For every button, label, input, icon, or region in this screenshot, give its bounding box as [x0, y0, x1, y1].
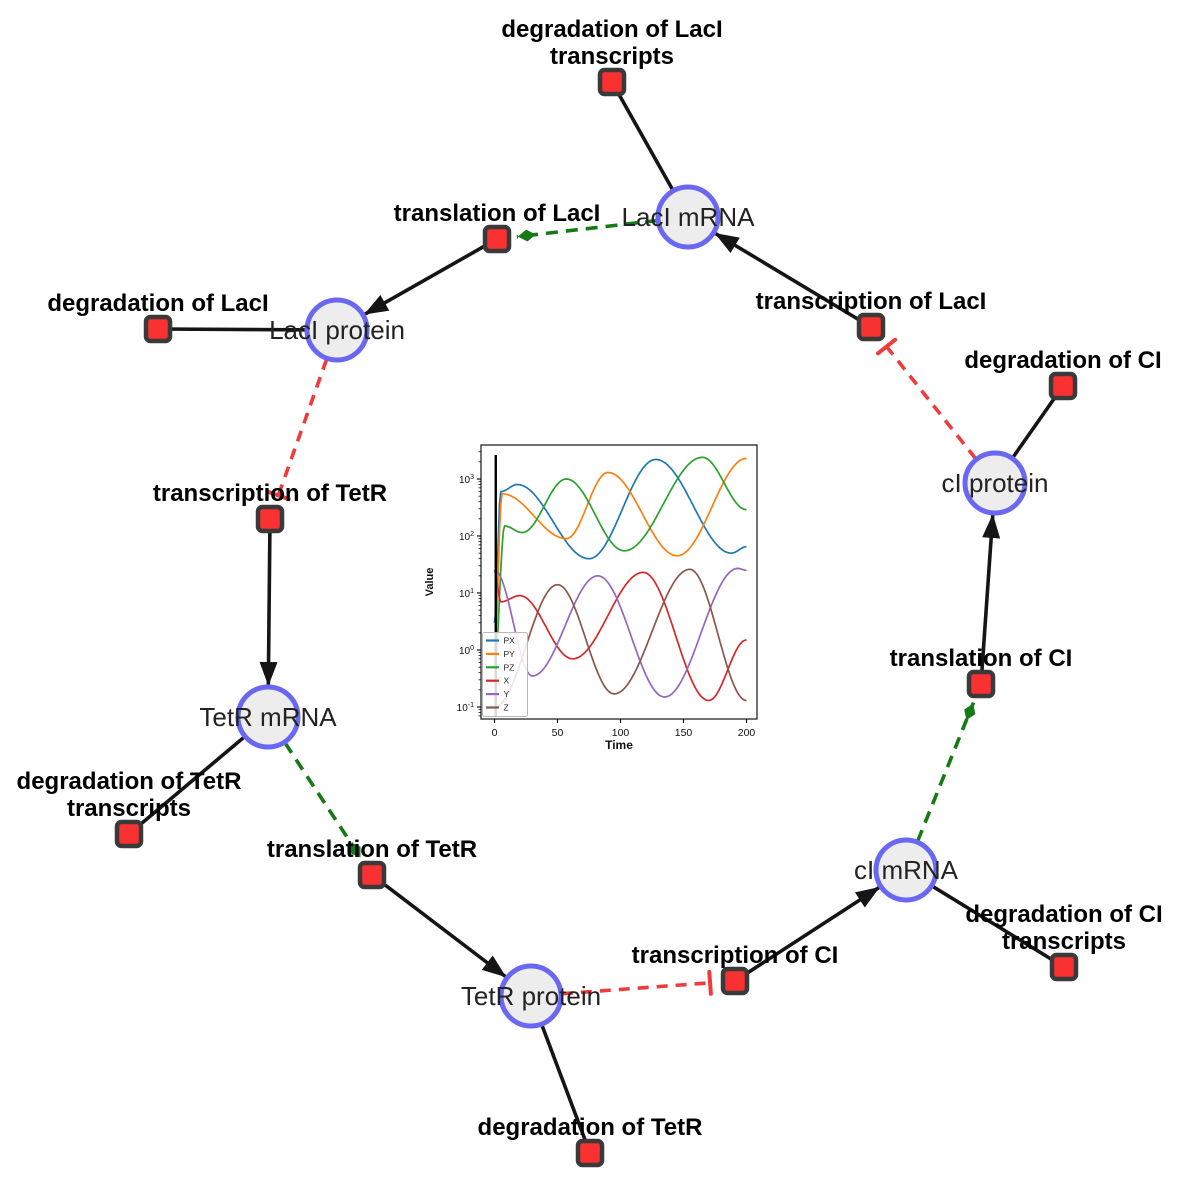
edge-inhibition-ci_prot-to-tr_laci [875, 337, 978, 460]
edge-modifier-ci_mrna-to-tl_ci [915, 701, 976, 842]
reaction-node-deg_ci [1048, 371, 1078, 401]
chart-ytick-label: 10-1 [457, 702, 474, 714]
chart-legend-label: PX [504, 636, 516, 646]
chart-xtick-label: 100 [612, 727, 630, 739]
edges-layer [127, 81, 1065, 1154]
chart-ytick-label: 103 [459, 474, 474, 486]
chart-legend: PX PY PZ XYZ [482, 632, 528, 717]
reaction-label-tr_tetr: transcription of TetR [153, 480, 387, 507]
reaction-label-deg_ci: degradation of CI [964, 347, 1161, 374]
reaction-label-deg_tetr: degradation of TetR [478, 1114, 703, 1141]
chart-legend-label: X [504, 676, 510, 686]
species-label-ci_mrna: cI mRNA [854, 855, 959, 885]
edge-arrow-tr_laci-to-laci_mrna [714, 231, 872, 329]
nodes-layer [114, 67, 1079, 1168]
species-node-ci_prot [962, 450, 1028, 516]
chart-legend-label: Y [504, 689, 510, 699]
chart-xaxis-title: Time [605, 738, 633, 752]
edge-arrow-tr_tetr-to-tetr_mrna [259, 518, 278, 687]
chart-ytick-label: 100 [459, 645, 474, 657]
species-label-laci_prot: LacI protein [269, 315, 405, 345]
edge-arrow-tl_tetr-to-tetr_prot [370, 873, 507, 979]
reaction-node-deg_laci [143, 314, 173, 344]
species-node-tetr_mrna [235, 684, 301, 750]
chart-legend-label: PZ [504, 662, 515, 672]
chart-xtick-label: 0 [492, 727, 498, 739]
reaction-node-tr_tetr [255, 504, 285, 534]
chart-xtick-label: 150 [675, 727, 693, 739]
reaction-label-tl_ci: translation of CI [890, 645, 1073, 672]
species-label-tetr_prot: TetR protein [461, 981, 601, 1011]
chart-ytick-label: 102 [459, 531, 474, 543]
chart-ytick-label: 101 [459, 588, 474, 600]
edge-modifier-laci_mrna-to-tl_laci [516, 218, 658, 242]
chart-xtick-label: 200 [738, 727, 756, 739]
edge-modifier-tetr_mrna-to-tl_tetr [283, 741, 363, 860]
reaction-label-deg_laci_tx: degradation of LacI transcripts [501, 16, 722, 70]
chart-legend-label: Z [504, 703, 509, 713]
species-label-laci_mrna: LacI mRNA [622, 202, 756, 232]
chart-series-Z [494, 568, 747, 708]
reaction-node-tl_ci [966, 669, 996, 699]
chart-yaxis-title: Value [424, 568, 436, 597]
reaction-label-deg_ci_tx: degradation of CI transcripts [965, 901, 1162, 955]
reaction-node-tl_tetr [357, 860, 387, 890]
reaction-label-deg_laci: degradation of LacI [47, 290, 268, 317]
chart-series-PZ [493, 456, 747, 668]
edge-inhibition-tetr_prot-to-tr_ci [561, 969, 713, 996]
reaction-label-tr_laci: transcription of LacI [756, 288, 987, 315]
reaction-node-deg_laci_tx [597, 67, 627, 97]
edge-arrow-tr_ci-to-ci_mrna [734, 885, 881, 983]
reaction-node-tr_laci [856, 312, 886, 342]
chart-series-Y [494, 567, 747, 698]
chart-legend-label: PY [504, 649, 516, 659]
chart-xtick-label: 50 [552, 727, 564, 739]
reaction-node-deg_tetr_tx [114, 819, 144, 849]
chart-series-PX [493, 458, 747, 623]
reaction-label-tl_laci: translation of LacI [394, 200, 601, 227]
reaction-label-deg_tetr_tx: degradation of TetR transcripts [17, 768, 242, 822]
edge-arrow-tl_ci-to-ci_prot [979, 513, 1001, 685]
reaction-label-tl_tetr: translation of TetR [267, 836, 477, 863]
labels-layer: degradation of LacI transcripts translatio… [17, 16, 1163, 1141]
inset-chart: 10-1 100 101 102 103 0 50 100 150 200 PX PY PZ XYZ Tim… [424, 444, 758, 752]
species-label-ci_prot: cI protein [942, 468, 1049, 498]
chart-series-X [493, 569, 747, 702]
species-node-ci_mrna [873, 837, 939, 903]
species-label-tetr_mrna: TetR mRNA [199, 702, 337, 732]
edge-arrow-tl_laci-to-laci_prot [363, 237, 498, 316]
reaction-node-deg_tetr [575, 1138, 605, 1168]
reaction-node-deg_ci_tx [1049, 952, 1079, 982]
species-node-laci_mrna [655, 184, 721, 250]
species-node-tetr_prot [498, 963, 564, 1029]
reaction-node-tr_ci [720, 966, 750, 996]
edge-inhibition-laci_prot-to-tr_tetr [265, 358, 329, 502]
reaction-label-tr_ci: transcription of CI [632, 942, 839, 969]
reaction-node-tl_laci [482, 224, 512, 254]
species-node-laci_prot [304, 297, 370, 363]
